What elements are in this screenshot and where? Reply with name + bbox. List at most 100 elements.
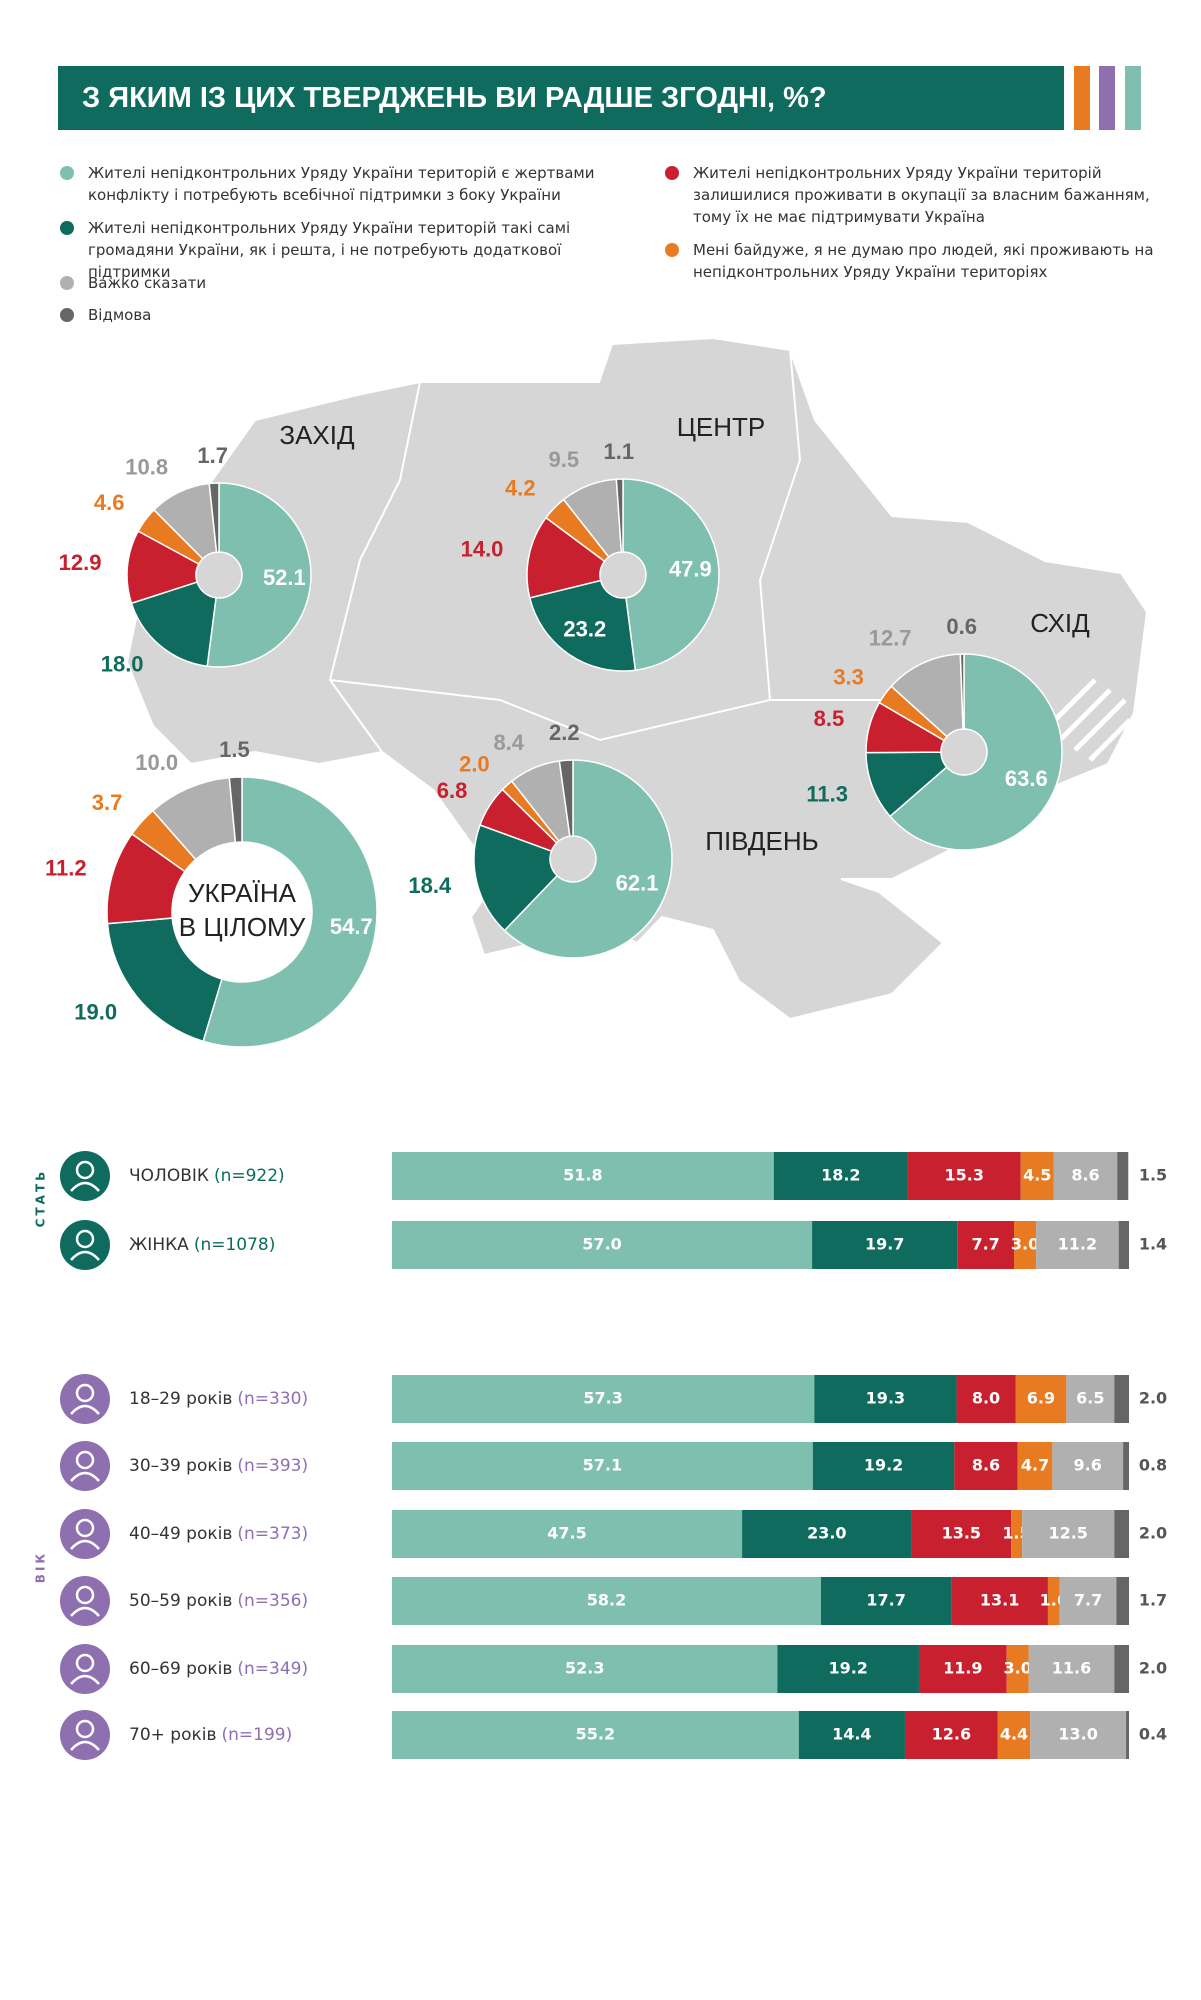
- data-label: 23.2: [563, 616, 606, 641]
- icon-body: [70, 1539, 100, 1550]
- pie-slice: [208, 482, 220, 553]
- row-icon: [60, 1151, 110, 1201]
- bar-segment: [954, 1442, 1018, 1490]
- icon-body: [70, 1674, 100, 1685]
- pie-slice: [473, 824, 559, 932]
- bar-segment: [742, 1510, 912, 1558]
- icon-circle: [60, 1441, 110, 1491]
- icon-circle: [60, 1509, 110, 1559]
- map: [125, 336, 1149, 1021]
- pie-title: УКРАЇНА: [188, 878, 297, 908]
- icon-body: [70, 1740, 100, 1751]
- icon-head: [75, 1383, 95, 1403]
- bar-segment: [951, 1577, 1048, 1625]
- data-label: 19.2: [828, 1659, 867, 1678]
- pie-title: В ЦІЛОМУ: [179, 912, 306, 942]
- bar-segment: [1020, 1152, 1054, 1200]
- data-label: 0.8: [1139, 1456, 1167, 1475]
- data-label: 11.9: [943, 1659, 982, 1678]
- sample-size: (n=349): [237, 1659, 308, 1679]
- stripe: [1099, 66, 1115, 130]
- bar-segment: [798, 1711, 905, 1759]
- legend-label: Відмова: [88, 306, 152, 324]
- data-label: 4.6: [94, 490, 125, 515]
- map-borders: [328, 349, 892, 753]
- row-label: 30–39 років (n=393): [129, 1456, 308, 1476]
- bar-segment: [904, 1711, 998, 1759]
- data-label: 57.3: [583, 1389, 622, 1408]
- bar-segment: [1022, 1510, 1115, 1558]
- data-label: 18.4: [408, 873, 452, 898]
- bar-segment: [1116, 1577, 1129, 1625]
- data-label: 51.8: [563, 1166, 602, 1185]
- bar-segment: [820, 1577, 952, 1625]
- bar-segment: [392, 1577, 821, 1625]
- pie-slice: [503, 759, 673, 959]
- category: 40–49 років: [129, 1524, 232, 1544]
- bar-segment: [1117, 1152, 1129, 1200]
- data-label: 58.2: [587, 1591, 626, 1610]
- icon-head: [75, 1585, 95, 1605]
- data-label: 8.6: [1071, 1166, 1099, 1185]
- data-label: 6.8: [437, 778, 468, 803]
- data-label: 19.7: [865, 1235, 904, 1254]
- bar-segment: [1123, 1442, 1129, 1490]
- occupied-hatch: [1048, 678, 1132, 762]
- group-label: ВІК: [34, 1551, 48, 1583]
- pie-slice: [890, 653, 964, 738]
- sample-size: (n=393): [237, 1456, 308, 1476]
- data-label: 52.3: [565, 1659, 604, 1678]
- data-label: 6.5: [1076, 1389, 1104, 1408]
- icon-circle: [60, 1374, 110, 1424]
- data-label: 19.0: [74, 999, 117, 1024]
- bar-segment: [1015, 1375, 1067, 1423]
- stripe: [1125, 66, 1141, 130]
- legend-item: Жителі непідконтрольних Уряду України те…: [665, 162, 1163, 228]
- legend-swatch: [60, 166, 74, 180]
- bar-segment: [1114, 1510, 1129, 1558]
- legend-item: Мені байдуже, я не думаю про людей, які …: [665, 239, 1163, 283]
- icon-head: [75, 1450, 95, 1470]
- data-label: 1.5: [1139, 1166, 1167, 1185]
- pie-slice: [202, 776, 378, 1048]
- data-label: 4.5: [1023, 1166, 1051, 1185]
- row-label: 50–59 років (n=356): [129, 1591, 308, 1611]
- data-label: 8.0: [972, 1389, 1000, 1408]
- category: ЖІНКА: [129, 1235, 189, 1255]
- data-label: 54.7: [330, 914, 373, 939]
- bar-segment: [814, 1375, 957, 1423]
- data-label: 11.2: [1058, 1235, 1097, 1254]
- bar-segment: [918, 1645, 1007, 1693]
- row-label: 18–29 років (n=330): [129, 1389, 308, 1409]
- category: 70+ років: [129, 1725, 216, 1745]
- icon-head: [75, 1653, 95, 1673]
- row-icon: [60, 1710, 110, 1760]
- region-title: СХІД: [1030, 608, 1090, 638]
- row-label: 70+ років (n=199): [129, 1725, 292, 1745]
- bar-segment: [1014, 1221, 1037, 1269]
- data-label: 1.4: [1139, 1235, 1167, 1254]
- bar-segment: [1114, 1645, 1129, 1693]
- pie-slice: [959, 653, 965, 730]
- row-icon: [60, 1441, 110, 1491]
- legend-label: Жителі непідконтрольних Уряду України те…: [88, 164, 595, 204]
- sample-size: (n=330): [237, 1389, 308, 1409]
- row-label: ЖІНКА (n=1078): [129, 1235, 275, 1255]
- data-label: 14.4: [832, 1725, 871, 1744]
- bar-segment: [1047, 1577, 1060, 1625]
- icon-circle: [60, 1220, 110, 1270]
- data-label: 1.7: [1139, 1591, 1167, 1610]
- bar-segment: [1066, 1375, 1115, 1423]
- bar-segment: [956, 1375, 1016, 1423]
- region-title: ЦЕНТР: [677, 412, 766, 442]
- data-label: 8.6: [972, 1456, 1000, 1475]
- data-label: 63.6: [1005, 766, 1048, 791]
- region-title: ЗАХІД: [279, 420, 355, 450]
- title: З ЯКИМ ІЗ ЦИХ ТВЕРДЖЕНЬ ВИ РАДШЕ ЗГОДНІ,…: [82, 82, 827, 114]
- sample-size: (n=922): [214, 1166, 285, 1186]
- bar-segment: [911, 1510, 1012, 1558]
- row-icon: [60, 1374, 110, 1424]
- pie-slice: [615, 478, 624, 553]
- row-icon: [60, 1576, 110, 1626]
- data-label: 4.4: [1000, 1725, 1028, 1744]
